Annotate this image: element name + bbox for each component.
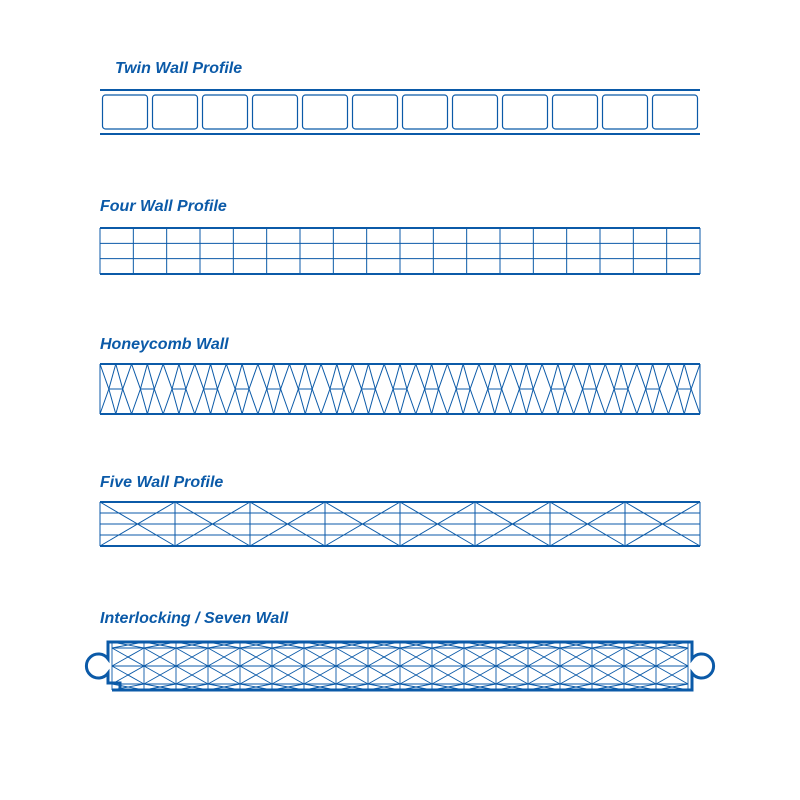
section-title: Four Wall Profile	[100, 198, 227, 216]
twin-wall-diagram	[0, 80, 800, 144]
five-wall-diagram	[0, 494, 800, 554]
four-wall-diagram	[0, 218, 800, 284]
section-title: Twin Wall Profile	[115, 60, 242, 78]
interlocking-diagram	[0, 630, 800, 710]
section-title: Honeycomb Wall	[100, 336, 229, 354]
honeycomb-diagram	[0, 356, 800, 422]
section-title: Five Wall Profile	[100, 474, 223, 492]
section-title: Interlocking / Seven Wall	[100, 610, 288, 628]
